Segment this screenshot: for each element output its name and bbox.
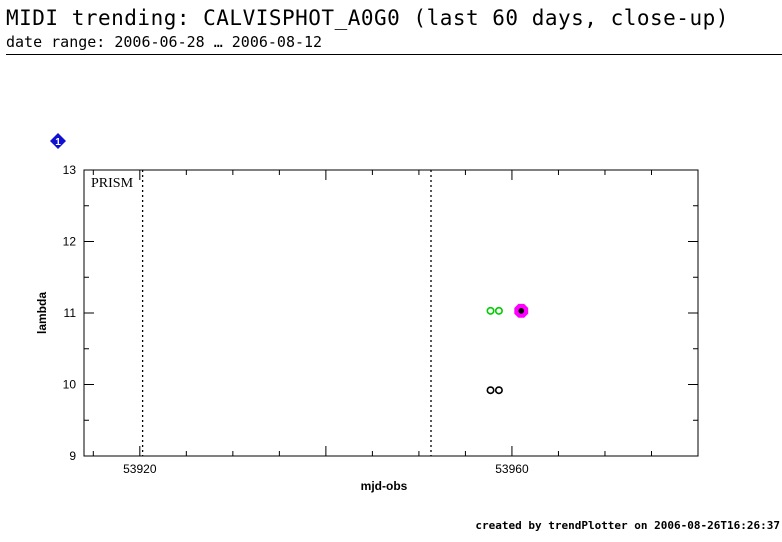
axis-ticks xyxy=(84,169,699,457)
data-point xyxy=(494,386,503,395)
y-tick-label: 10 xyxy=(63,378,77,392)
badge-label: 1 xyxy=(55,137,61,148)
page-title: MIDI trending: CALVISPHOT_A0G0 (last 60 … xyxy=(6,6,729,30)
prism-annotation: PRISM xyxy=(91,176,134,191)
y-tick-label: 11 xyxy=(64,306,77,320)
x-tick-label: 53920 xyxy=(123,462,157,476)
data-point xyxy=(486,386,495,395)
x-tick-label: 53960 xyxy=(495,462,529,476)
y-axis-label: lambda xyxy=(35,292,49,334)
y-tick-label: 9 xyxy=(69,449,76,463)
y-tick-label: 12 xyxy=(63,235,77,249)
data-point xyxy=(486,306,495,315)
data-point xyxy=(494,306,503,315)
x-axis-label: mjd-obs xyxy=(361,479,408,493)
date-range-subtitle: date range: 2006-06-28 … 2006-08-12 xyxy=(6,33,323,51)
footer-credit: created by trendPlotter on 2006-08-26T16… xyxy=(475,519,780,532)
y-tick-labels: 9 10 11 12 13 xyxy=(63,163,77,463)
y-tick-label: 13 xyxy=(63,163,77,177)
data-points xyxy=(486,303,529,395)
vertical-markers xyxy=(141,170,432,456)
x-tick-labels: 53920 53960 xyxy=(123,462,529,476)
plot-frame xyxy=(83,169,699,457)
header-divider xyxy=(6,54,782,55)
badge-diamond-icon: 1 xyxy=(50,133,66,149)
data-point xyxy=(518,308,525,314)
